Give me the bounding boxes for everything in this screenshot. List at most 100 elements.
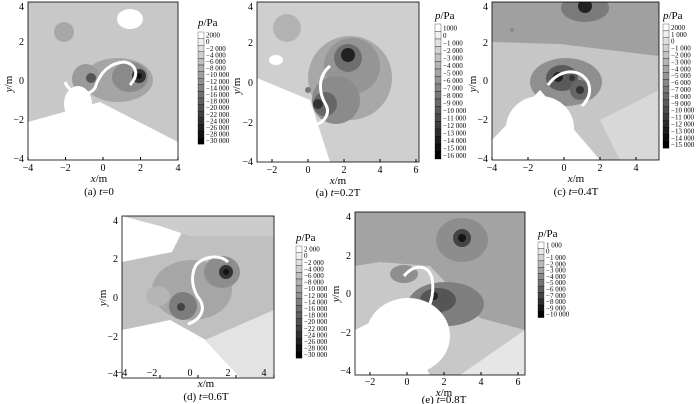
colorbar-swatch — [295, 318, 303, 326]
colorbar-label: 1 000 — [671, 31, 687, 39]
colorbar-swatch — [434, 53, 442, 62]
colorbar-label: −11 000 — [671, 114, 694, 122]
colorbar-label: −14 000 — [443, 137, 467, 145]
x-tick: 2 — [442, 377, 447, 388]
y-tick: 2 — [248, 38, 253, 49]
colorbar-swatch — [295, 344, 303, 352]
contour-field — [28, 2, 178, 160]
y-tick: 2 — [483, 38, 488, 49]
x-tick: 4 — [176, 163, 181, 174]
x-tick: 0 — [562, 163, 567, 174]
colorbar-label: −11 000 — [443, 114, 466, 122]
x-tick: 0 — [405, 377, 410, 388]
colorbar-swatch — [197, 51, 205, 59]
colorbar-swatch — [434, 76, 442, 85]
colorbar-swatch — [662, 44, 670, 52]
colorbar-label: −2 000 — [304, 259, 324, 267]
x-tick: −4 — [487, 163, 498, 174]
colorbar-swatch — [295, 325, 303, 332]
y-tick: −4 — [107, 369, 118, 380]
colorbar-label: −5 000 — [546, 279, 566, 287]
y-tick: 4 — [19, 2, 24, 13]
y-tick: 2 — [113, 254, 118, 265]
colorbar-swatch — [434, 31, 442, 40]
colorbar-swatch — [197, 97, 205, 105]
colorbar-label: −3 000 — [546, 267, 566, 275]
x-tick: −4 — [117, 368, 128, 379]
colorbar-label: 0 — [304, 252, 308, 260]
colorbar-swatch — [197, 130, 205, 138]
colorbar-label: 2000 — [206, 32, 221, 40]
colorbar-label: −6 000 — [206, 58, 226, 66]
colorbar-label: −6 000 — [671, 79, 691, 87]
x-axis-label: x/m — [197, 378, 215, 390]
colorbar-swatch — [295, 311, 303, 319]
plot-frame — [256, 1, 420, 163]
panel-caption: (a) t=0 — [84, 186, 114, 198]
colorbar-swatch — [197, 84, 205, 92]
panel-caption: (d) t=0.6T — [183, 391, 229, 403]
colorbar-label: −2 000 — [671, 51, 691, 59]
panel-caption: (e) t=0.8T — [422, 394, 467, 404]
colorbar-label: −3 000 — [671, 58, 691, 66]
colorbar-label: −1 000 — [443, 39, 463, 47]
colorbar-swatch — [537, 254, 545, 262]
colorbar-label: 0 — [206, 38, 210, 46]
colorbar-swatch — [662, 58, 670, 66]
panel-p5: −2 0 2 4 6 4 2 0 −2 −4 x/m y/m (e) t=0.8… — [330, 211, 570, 404]
y-tick: 0 — [19, 76, 24, 87]
colorbar-label: −13 000 — [443, 129, 467, 137]
contour-field — [122, 216, 274, 378]
colorbar-swatch — [197, 31, 205, 39]
colorbar-label: −7 000 — [671, 86, 691, 94]
y-tick: −2 — [107, 332, 118, 343]
colorbar-label: −5 000 — [443, 69, 463, 77]
colorbar-label: 0 — [443, 32, 447, 40]
y-axis-label: y/m — [330, 285, 342, 303]
colorbar-swatch — [537, 267, 545, 274]
x-tick: 2 — [226, 368, 231, 379]
colorbar-swatch — [434, 113, 442, 122]
y-tick: 0 — [346, 289, 351, 300]
colorbar-swatch — [295, 252, 303, 260]
colorbar-swatch — [434, 121, 442, 130]
colorbar-swatch — [662, 113, 670, 121]
y-ticks: 4 2 0 −2 −4 — [107, 216, 118, 380]
colorbar-swatch — [434, 38, 442, 47]
colorbar-swatch — [295, 351, 303, 359]
colorbar-swatch — [662, 127, 670, 135]
colorbar-swatch — [662, 120, 670, 128]
contour-field — [257, 2, 419, 162]
y-axis-label: y/m — [3, 75, 15, 93]
colorbar-label: −10 000 — [671, 107, 695, 115]
colorbar-label: 1000 — [443, 24, 458, 32]
x-tick: 0 — [101, 163, 106, 174]
colorbar-label: −1 000 — [671, 45, 691, 53]
x-axis-label: x/m — [435, 387, 453, 399]
colorbar-title: p/Pa — [537, 228, 558, 240]
x-tick: 2 — [598, 163, 603, 174]
colorbar-swatch — [537, 273, 545, 280]
x-ticks: −2 0 2 4 6 — [267, 159, 419, 176]
x-ticks: −2 0 2 4 6 — [365, 372, 521, 388]
panel-p2: −2 0 2 4 6 4 2 0 −2 −4 x/m y/m (a) t=0.2… — [231, 1, 467, 199]
colorbar-label: −9 000 — [546, 304, 566, 312]
x-tick: 4 — [378, 165, 383, 176]
colorbar-label: −2 000 — [443, 47, 463, 55]
colorbar-label: −10 000 — [304, 285, 328, 293]
colorbar-label: −12 000 — [304, 292, 328, 300]
colorbar-swatch — [537, 285, 545, 293]
colorbar-swatch — [537, 311, 545, 318]
colorbar-swatch — [295, 278, 303, 286]
contour-field — [355, 212, 525, 375]
colorbar-label: −30 000 — [206, 137, 230, 145]
colorbar-label: −2 000 — [206, 45, 226, 53]
y-ticks: 4 2 0 −2 −4 — [477, 2, 488, 165]
x-tick: −2 — [147, 368, 158, 379]
colorbar-swatch — [197, 91, 205, 99]
colorbar-label: −14 000 — [304, 298, 328, 306]
